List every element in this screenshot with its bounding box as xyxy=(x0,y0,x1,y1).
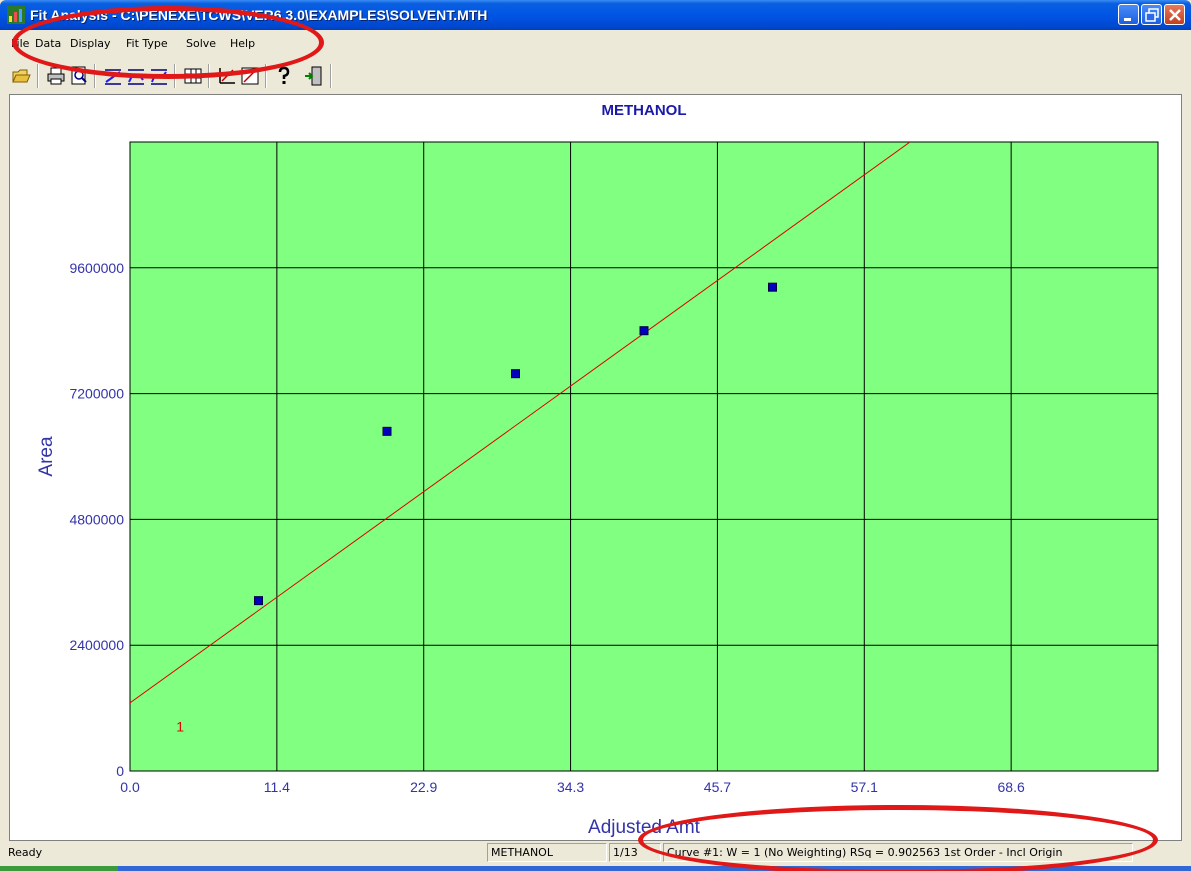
y-tick-label: 2400000 xyxy=(69,637,124,653)
toolbar-separator xyxy=(37,64,39,88)
toolbar-separator xyxy=(94,64,96,88)
fit-chart[interactable]: 1 0 2400000 4800000 7200000 9600000 0.0 11.4 22.… xyxy=(10,95,1181,840)
toolbar-separator xyxy=(265,64,267,88)
data-point xyxy=(511,369,520,379)
x-tick-label: 22.9 xyxy=(410,779,437,795)
fit-line-label: 1 xyxy=(176,719,184,735)
restore-button[interactable] xyxy=(1141,4,1162,25)
help-button[interactable] xyxy=(273,64,295,88)
annotation-oval-menu xyxy=(12,6,324,79)
x-tick-label: 34.3 xyxy=(557,779,584,795)
chart-area: 1 0 2400000 4800000 7200000 9600000 0.0 11.4 22.… xyxy=(9,94,1182,841)
status-compound: METHANOL xyxy=(487,843,607,862)
data-point xyxy=(254,596,263,606)
x-tick-label: 57.1 xyxy=(851,779,878,795)
toolbar-separator xyxy=(330,64,332,88)
plot-background xyxy=(129,141,1159,772)
start-button-edge xyxy=(0,866,118,871)
y-tick-label: 7200000 xyxy=(69,386,124,402)
x-tick-label: 45.7 xyxy=(704,779,731,795)
chart-app-icon[interactable] xyxy=(7,6,25,24)
exit-button[interactable] xyxy=(302,64,324,88)
chart-title: METHANOL xyxy=(602,102,687,119)
close-icon xyxy=(1169,9,1181,21)
minimize-icon xyxy=(1124,18,1131,21)
close-button[interactable] xyxy=(1164,4,1185,25)
y-axis-label: Area xyxy=(36,436,57,477)
open-button[interactable] xyxy=(10,64,32,88)
x-tick-label: 68.6 xyxy=(998,779,1025,795)
status-ready: Ready xyxy=(8,846,43,859)
taskbar-strip xyxy=(0,866,1191,871)
data-point xyxy=(639,326,649,336)
annotation-oval-status xyxy=(638,805,1158,871)
y-tick-label: 4800000 xyxy=(69,511,124,527)
y-tick-label: 9600000 xyxy=(69,260,124,276)
minimize-button[interactable] xyxy=(1118,4,1139,25)
restore-icon xyxy=(1145,8,1159,22)
fit-line xyxy=(130,142,911,704)
open-icon xyxy=(12,69,31,83)
help-icon xyxy=(278,66,290,84)
x-tick-label: 11.4 xyxy=(264,779,290,795)
exit-icon xyxy=(305,66,322,86)
data-point xyxy=(768,282,777,292)
x-tick-label: 0.0 xyxy=(120,779,140,795)
data-point xyxy=(382,426,392,436)
y-tick-label: 0 xyxy=(116,763,124,779)
